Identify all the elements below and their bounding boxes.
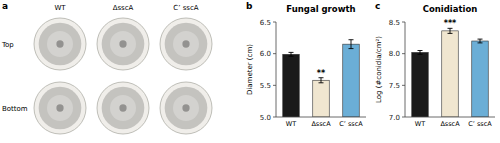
y-tick-label: 8.5 — [389, 19, 400, 27]
y-axis-label: Diameter (cm) — [246, 44, 254, 95]
colony-spot — [182, 40, 189, 47]
y-tick-label: 5.0 — [260, 114, 271, 122]
bar-panel: b Fungal growth 5.0 5.5 6.0 6.5 Diameter (cm) W… — [246, 1, 366, 128]
x-tick-label: WT — [286, 120, 296, 128]
plate — [34, 18, 86, 70]
y-tick-label: 6.5 — [260, 19, 271, 27]
bar — [442, 31, 459, 117]
plate — [160, 18, 212, 70]
colony — [39, 23, 82, 66]
x-axis — [405, 117, 495, 118]
x-axis — [276, 117, 366, 118]
colony — [102, 87, 145, 130]
title: Fungal growth — [286, 4, 355, 14]
error-bar — [319, 78, 324, 83]
y-tick — [273, 85, 276, 86]
colony-spot — [56, 40, 63, 47]
plate — [97, 18, 149, 70]
bar — [472, 41, 489, 117]
colony — [102, 23, 145, 66]
colony-spot — [182, 104, 189, 111]
error-bar — [418, 51, 423, 55]
title: Conidiation — [423, 4, 478, 14]
colony — [39, 87, 82, 130]
x-tick-label: C’ sscA — [468, 120, 492, 128]
y-tick — [402, 85, 405, 86]
x-tick-label: C’ sscA — [339, 120, 363, 128]
error-bar — [448, 28, 453, 33]
error-bar — [478, 39, 483, 43]
y-axis-label: Log (#conidia/cm²) — [375, 36, 383, 103]
colony-center — [110, 95, 136, 121]
significance-marker: ** — [317, 69, 326, 78]
bar — [343, 44, 360, 117]
column-label: WT — [54, 4, 66, 12]
y-tick-label: 6.0 — [260, 50, 271, 58]
plate — [160, 82, 212, 134]
x-tick-label: ΔsscA — [311, 120, 331, 128]
bar-panel: c Conidiation 7.0 7.5 8.0 8.5 Log (#conidia/cm… — [375, 1, 495, 128]
colony — [165, 87, 208, 130]
colony-spot — [119, 104, 126, 111]
y-axis — [276, 22, 277, 117]
panel-label: a — [2, 1, 8, 11]
bar — [412, 52, 429, 117]
y-tick-label: 5.5 — [260, 82, 271, 90]
figure: a WT ΔsscA C’ sscA Top Bottom b Fungal growth 5.… — [0, 0, 500, 143]
y-tick — [273, 117, 276, 118]
x-tick-label: ΔsscA — [440, 120, 460, 128]
error-bar — [349, 40, 354, 49]
row-label: Bottom — [2, 105, 28, 113]
significance-marker: *** — [444, 19, 457, 28]
y-tick — [273, 53, 276, 54]
photo-panel: a WT ΔsscA C’ sscA Top Bottom — [1, 1, 212, 134]
y-tick — [402, 117, 405, 118]
panel-label: c — [375, 1, 380, 11]
colony — [165, 23, 208, 66]
y-tick-label: 7.0 — [389, 114, 400, 122]
y-tick-label: 7.5 — [389, 82, 400, 90]
y-tick — [273, 22, 276, 23]
plot-area — [412, 28, 489, 117]
plate — [34, 82, 86, 134]
column-label: ΔsscA — [113, 4, 134, 12]
column-label: C’ sscA — [173, 4, 198, 12]
plot-area — [283, 40, 360, 117]
y-tick — [402, 53, 405, 54]
bar — [283, 54, 300, 117]
colony-center — [173, 31, 199, 57]
bar — [313, 80, 330, 117]
colony-center — [110, 31, 136, 57]
y-axis — [405, 22, 406, 117]
colony-spot — [56, 104, 63, 111]
colony-center — [173, 95, 199, 121]
y-tick-label: 8.0 — [389, 50, 400, 58]
panel-label: b — [246, 1, 253, 11]
colony-center — [47, 31, 73, 57]
x-tick-label: WT — [415, 120, 425, 128]
colony-center — [47, 95, 73, 121]
row-label: Top — [1, 41, 14, 49]
plate — [97, 82, 149, 134]
colony-spot — [119, 40, 126, 47]
error-bar — [289, 52, 294, 56]
y-tick — [402, 22, 405, 23]
